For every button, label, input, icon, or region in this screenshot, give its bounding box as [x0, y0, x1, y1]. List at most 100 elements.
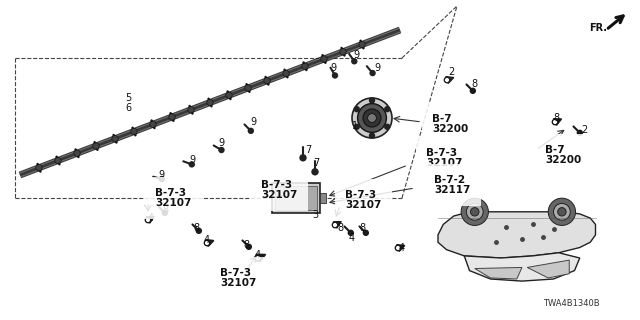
Polygon shape — [464, 253, 580, 281]
Circle shape — [300, 155, 306, 161]
Circle shape — [359, 41, 365, 48]
Circle shape — [352, 98, 392, 138]
Polygon shape — [554, 119, 561, 125]
Circle shape — [552, 119, 557, 125]
Circle shape — [264, 77, 270, 84]
Text: B-7-3
32107: B-7-3 32107 — [220, 268, 257, 288]
Circle shape — [255, 255, 261, 261]
Text: B-7
32200: B-7 32200 — [432, 114, 468, 134]
Circle shape — [219, 148, 224, 153]
Text: 9: 9 — [218, 138, 224, 148]
Text: 9: 9 — [158, 170, 164, 180]
Circle shape — [257, 256, 260, 260]
Circle shape — [333, 73, 337, 78]
Polygon shape — [438, 212, 595, 258]
Circle shape — [577, 130, 582, 135]
Circle shape — [112, 136, 118, 142]
Circle shape — [36, 164, 42, 171]
Circle shape — [145, 217, 150, 223]
Text: 8: 8 — [193, 223, 199, 233]
Text: 8: 8 — [243, 240, 249, 250]
Circle shape — [302, 63, 308, 69]
Circle shape — [93, 143, 99, 149]
Circle shape — [321, 56, 327, 62]
Circle shape — [348, 230, 353, 235]
Text: 4: 4 — [399, 243, 405, 253]
Circle shape — [470, 88, 476, 93]
Polygon shape — [397, 244, 404, 252]
Circle shape — [369, 133, 374, 138]
Circle shape — [467, 204, 483, 220]
Circle shape — [367, 114, 376, 122]
Circle shape — [226, 92, 232, 99]
Circle shape — [554, 121, 556, 123]
Text: 4: 4 — [255, 250, 261, 260]
Circle shape — [207, 99, 213, 106]
FancyBboxPatch shape — [275, 186, 317, 210]
Text: 7: 7 — [305, 145, 311, 155]
Circle shape — [470, 208, 479, 216]
Circle shape — [131, 128, 137, 135]
Circle shape — [461, 198, 488, 226]
Text: 9: 9 — [250, 117, 256, 127]
Polygon shape — [475, 268, 522, 279]
Polygon shape — [146, 216, 154, 223]
Text: 4: 4 — [349, 233, 355, 243]
Circle shape — [364, 230, 369, 235]
Text: B-7
32200: B-7 32200 — [545, 145, 581, 165]
Text: 2: 2 — [448, 67, 454, 77]
Bar — [320, 193, 326, 203]
Polygon shape — [333, 221, 341, 228]
Circle shape — [204, 240, 210, 246]
Text: 8: 8 — [553, 113, 559, 123]
Circle shape — [55, 157, 61, 164]
Text: 9: 9 — [330, 63, 336, 73]
Circle shape — [333, 224, 337, 226]
Circle shape — [445, 79, 448, 81]
Circle shape — [312, 169, 318, 175]
Circle shape — [147, 219, 149, 221]
Circle shape — [189, 162, 195, 167]
Text: 8: 8 — [162, 205, 168, 215]
Text: B-7-3
32107: B-7-3 32107 — [345, 189, 381, 211]
Text: 4: 4 — [148, 213, 154, 223]
Polygon shape — [256, 254, 266, 262]
Text: 9: 9 — [353, 50, 359, 60]
Text: 8: 8 — [471, 79, 477, 89]
Polygon shape — [527, 260, 569, 278]
Text: 2: 2 — [581, 125, 587, 135]
Text: 3: 3 — [312, 210, 318, 220]
Text: 1: 1 — [352, 121, 358, 131]
Circle shape — [245, 85, 252, 91]
Circle shape — [397, 247, 399, 249]
Circle shape — [444, 77, 450, 83]
Circle shape — [352, 59, 356, 64]
Circle shape — [283, 70, 289, 77]
Circle shape — [169, 114, 175, 120]
Circle shape — [355, 107, 359, 112]
Circle shape — [396, 245, 401, 251]
Circle shape — [363, 109, 381, 127]
Circle shape — [385, 124, 390, 129]
Text: 8: 8 — [359, 223, 365, 233]
Circle shape — [554, 204, 570, 220]
Circle shape — [150, 121, 156, 127]
FancyBboxPatch shape — [272, 183, 320, 213]
Text: B-7-3
32107: B-7-3 32107 — [155, 188, 191, 208]
Polygon shape — [446, 76, 454, 84]
Circle shape — [159, 177, 164, 181]
Text: B-7-3
32107: B-7-3 32107 — [261, 180, 298, 200]
Circle shape — [369, 98, 374, 103]
Text: 4: 4 — [204, 235, 210, 245]
Circle shape — [557, 208, 566, 216]
Circle shape — [246, 244, 252, 249]
Circle shape — [332, 222, 338, 228]
Text: 8: 8 — [337, 223, 343, 233]
Text: FR.: FR. — [589, 23, 607, 33]
Circle shape — [205, 242, 209, 244]
Circle shape — [358, 104, 387, 132]
Circle shape — [548, 198, 575, 226]
Circle shape — [385, 107, 390, 112]
Circle shape — [196, 228, 202, 233]
Circle shape — [248, 128, 253, 133]
